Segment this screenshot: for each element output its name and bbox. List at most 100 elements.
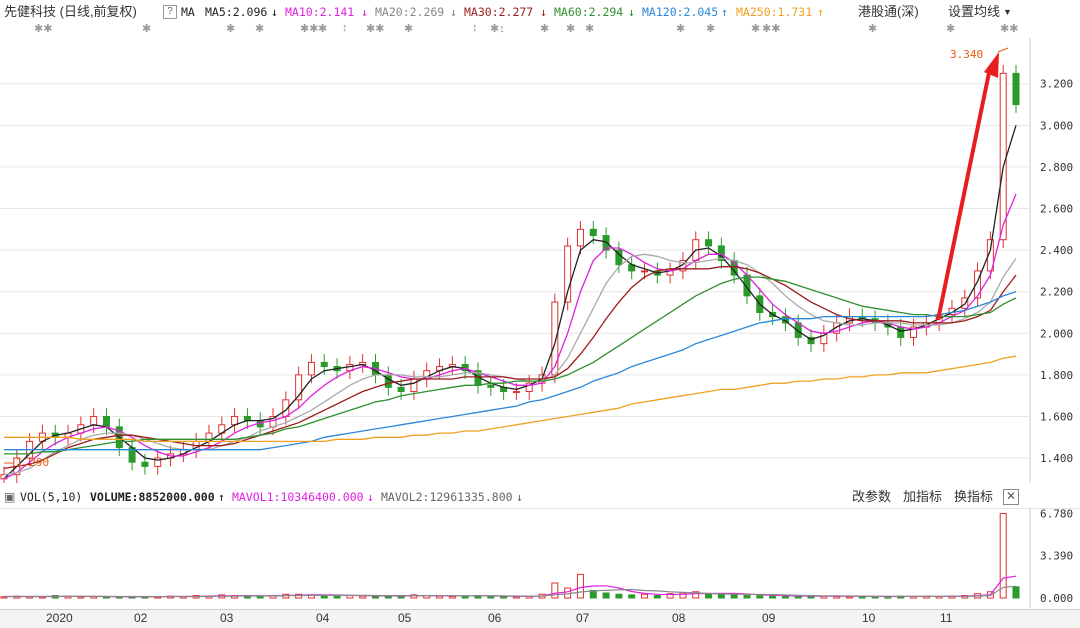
ma60-value: MA60:2.294 [554, 5, 624, 19]
y-tick-label: 1.800 [1040, 369, 1073, 382]
candle [384, 374, 392, 388]
ma10-value: MA10:2.141 [285, 5, 355, 19]
candle [641, 270, 649, 273]
candle [551, 301, 559, 376]
candle [154, 457, 162, 467]
volume-chart[interactable]: 6.780 3.390 0.000 [0, 508, 1080, 608]
ma-line-ma120 [4, 291, 1017, 451]
mavol1-line [4, 575, 1017, 598]
price-chart[interactable]: 3.200 3.000 2.800 2.600 2.400 2.200 2.000 1.800… [0, 38, 1080, 483]
y-tick-label: 2.000 [1040, 327, 1073, 340]
volume-bar [333, 595, 341, 599]
ma-settings-button[interactable]: 设置均线 [948, 4, 1001, 19]
volume-bar [756, 595, 764, 599]
y-tick-label: 1.600 [1040, 410, 1073, 423]
volume-bar [730, 594, 738, 599]
ma20-value: MA20:2.269 [375, 5, 445, 19]
candle [410, 378, 418, 393]
hk-connect-label[interactable]: 港股通(深) [858, 4, 919, 19]
candle [602, 235, 610, 251]
vol-y-tick-label: 6.780 [1040, 508, 1073, 520]
mavol2-line [4, 585, 1017, 598]
expand-icon[interactable]: ▣ [4, 490, 16, 504]
candle [320, 361, 328, 368]
candle [512, 391, 520, 394]
ma-line-ma10 [3, 193, 1017, 480]
volume-bar [295, 593, 303, 599]
ma-label: MA [181, 5, 195, 19]
candle [910, 326, 918, 338]
ma5-arrow-icon: ↓ [271, 5, 278, 19]
ma-line-ma30 [3, 266, 1017, 470]
ma-line-ma250 [4, 355, 1017, 443]
switch-indicator-button[interactable]: 换指标 [954, 489, 994, 504]
volume-bar [641, 593, 649, 599]
volume-arrow-icon: ↑ [218, 490, 225, 504]
volume-bar [551, 582, 559, 599]
event-markers: ✱✱ ✱ ✱ ✱ ✱✱ ✱ ↕ ✱✱ ✱ ↕ ✱↕ ✱ ✱ ✱ ✱ ✱ ✱ ✱✱ ✱ ✱ ✱✱ [34, 22, 1019, 35]
ma120-arrow-icon: ↑ [721, 5, 728, 19]
vol-y-tick-label: 3.390 [1040, 550, 1073, 563]
chevron-down-icon[interactable]: ▼ [1003, 7, 1012, 17]
candle [807, 336, 815, 345]
volume-bar [999, 512, 1007, 599]
candle [307, 361, 315, 376]
mavol2-value: MAVOL2:12961335.800 [381, 490, 513, 504]
x-label: 11 [940, 611, 953, 625]
x-label: 2020 [46, 611, 73, 625]
volume-bar [615, 593, 623, 599]
change-params-button[interactable]: 改参数 [852, 489, 892, 504]
ma-line-ma5 [3, 125, 1017, 480]
x-label: 10 [862, 611, 876, 625]
y-tick-label: 2.800 [1040, 161, 1073, 174]
high-annotation: 3.340 [950, 47, 1009, 61]
candle [564, 245, 572, 303]
candle [1012, 72, 1020, 106]
vol-y-tick-label: 0.000 [1040, 592, 1073, 605]
x-label: 09 [762, 611, 776, 625]
low-annotation: 1.290 [4, 456, 49, 469]
close-icon[interactable]: ✕ [1003, 489, 1019, 505]
volume-bar [692, 591, 700, 599]
volume-bar [845, 596, 853, 599]
candle [397, 386, 405, 393]
x-label: 07 [576, 611, 590, 625]
question-icon[interactable]: ? [163, 5, 177, 19]
candle [897, 326, 905, 338]
x-label: 08 [672, 611, 686, 625]
ma5-value: MA5:2.096 [205, 5, 268, 19]
candle [525, 382, 533, 393]
volume-bar [781, 595, 789, 599]
ma120-value: MA120:2.045 [642, 5, 719, 19]
y-tick-label: 2.200 [1040, 286, 1073, 299]
volume-bar [512, 596, 520, 599]
volume-bar [576, 573, 584, 599]
vol-label: VOL(5,10) [20, 490, 83, 504]
candle [589, 228, 597, 237]
volume-bar [602, 592, 610, 599]
x-label: 06 [488, 611, 502, 625]
volume-bar [679, 592, 687, 599]
volume-bar [628, 594, 636, 599]
volume-bar [256, 596, 264, 599]
trend-arrow-icon [936, 52, 999, 321]
ma30-value: MA30:2.277 [464, 5, 534, 19]
y-tick-label: 3.000 [1040, 119, 1073, 132]
ma30-arrow-icon: ↓ [540, 5, 547, 19]
volume-bar [653, 595, 661, 599]
volume-bar [448, 596, 456, 599]
candle [141, 461, 149, 467]
ma250-arrow-icon: ↑ [817, 5, 824, 19]
candle [576, 228, 584, 247]
ma-line-ma60 [4, 276, 1017, 455]
candle [487, 384, 495, 388]
volume-bar [371, 596, 379, 599]
add-indicator-button[interactable]: 加指标 [903, 489, 943, 504]
candle [90, 415, 98, 426]
ma60-arrow-icon: ↓ [628, 5, 635, 19]
volume-bar [359, 595, 367, 599]
volume-value: VOLUME:8852000.000 [90, 490, 215, 504]
candle [102, 415, 110, 428]
candle [986, 239, 994, 272]
volume-header: ▣ VOL(5,10) VOLUME:8852000.000 ↑ MAVOL1:… [0, 486, 1080, 508]
